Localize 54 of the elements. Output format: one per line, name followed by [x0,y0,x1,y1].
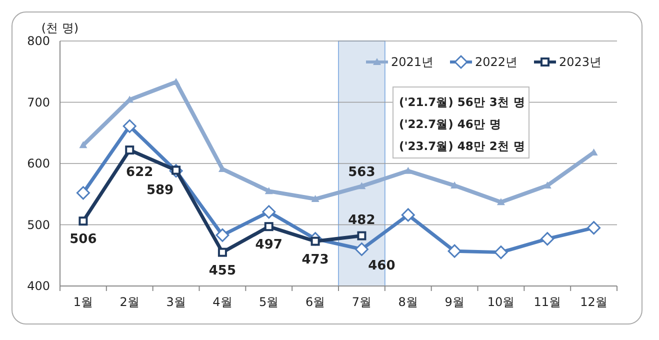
x-tick-label: 8월 [398,295,418,309]
y-tick-label: 800 [27,34,50,48]
y-tick-label: 700 [27,95,50,110]
point [264,187,273,194]
y-axis-title: (천 명) [41,21,79,35]
point [311,195,320,202]
data-label: 589 [146,183,174,198]
x-tick-label: 2월 [120,295,140,309]
legend-label: 2021년 [391,55,434,69]
point [122,119,136,133]
data-label: 563 [348,165,376,180]
point [216,228,230,242]
annotation: ('23.7월) 48만 2천 명 [399,139,526,153]
x-tick-label: 3월 [166,295,186,309]
point [354,242,368,256]
point [218,248,227,257]
x-tick-label: 5월 [259,295,279,309]
y-tick-label: 500 [27,218,50,232]
data-label: 622 [126,165,154,180]
point [496,198,505,206]
data-label: 482 [348,212,376,228]
point [125,146,134,155]
point [264,222,274,232]
data-label: 455 [208,263,236,278]
point [587,221,601,235]
x-tick-label: 12월 [580,295,608,309]
point [540,232,554,246]
x-tick-label: 1월 [73,295,94,309]
point [404,166,412,174]
x-tick-label: 9월 [444,295,464,309]
data-label: 473 [302,252,329,268]
point [357,231,366,240]
point [448,244,462,258]
annotation: ('22.7월) 46만 명 [399,117,502,131]
point [494,246,508,260]
legend-label: 2023년 [559,55,602,69]
x-tick-label: 6월 [305,295,326,309]
point [401,208,415,222]
point [78,216,88,226]
x-tick-label: 4월 [212,295,232,309]
point [79,141,88,148]
point [358,182,366,190]
point [76,186,90,200]
y-tick-label: 600 [27,156,50,170]
legend-label: 2022년 [475,55,518,69]
y-tick-label: 400 [27,279,50,293]
x-tick-label: 7월 [352,295,372,309]
x-tick-label: 10월 [487,295,515,309]
data-label: 506 [70,232,97,248]
annotation: ('21.7월) 56만 3천 명 [399,95,526,109]
point [262,205,276,219]
data-label: 497 [255,238,282,253]
data-label: 460 [368,258,396,274]
x-tick-label: 11월 [534,295,562,309]
